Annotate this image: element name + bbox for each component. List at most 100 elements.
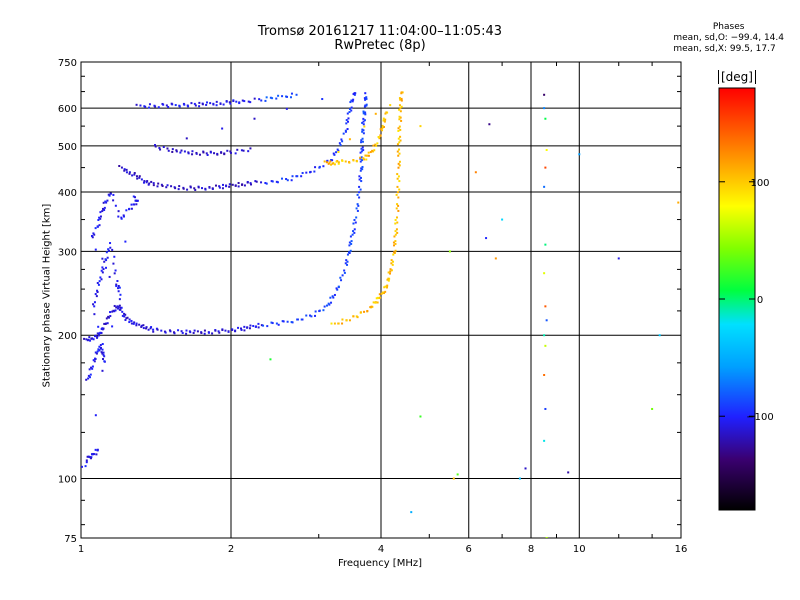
- echo-point: [183, 103, 186, 106]
- echo-point: [88, 368, 91, 371]
- echo-point: [341, 140, 344, 143]
- echo-point: [394, 240, 397, 243]
- y-tick-label: 750: [58, 58, 77, 69]
- echo-point: [358, 185, 361, 188]
- echo-point: [356, 203, 359, 206]
- echo-point: [117, 290, 120, 293]
- echo-point: [111, 310, 114, 313]
- echo-point: [108, 275, 111, 278]
- echo-point: [367, 151, 370, 154]
- echo-point: [352, 159, 355, 162]
- echo-point: [362, 123, 365, 126]
- echo-point: [89, 373, 92, 376]
- echo-point: [361, 165, 364, 168]
- echo-point: [396, 143, 399, 146]
- echo-point: [215, 104, 218, 107]
- echo-point: [360, 141, 363, 144]
- echo-point: [385, 111, 388, 114]
- echo-point: [148, 103, 151, 106]
- echo-point: [92, 232, 95, 235]
- echo-point: [148, 106, 151, 109]
- echo-point: [275, 180, 278, 183]
- echo-point: [148, 182, 151, 185]
- echo-point: [347, 120, 350, 123]
- echo-point: [175, 149, 178, 152]
- echo-point: [390, 269, 393, 272]
- echo-point: [180, 330, 183, 333]
- echo-point: [119, 306, 122, 309]
- echo-point: [398, 97, 401, 100]
- echo-point: [213, 152, 216, 155]
- echo-point: [371, 149, 374, 152]
- echo-point: [399, 110, 402, 113]
- echo-point: [107, 249, 110, 252]
- echo-point: [387, 271, 390, 274]
- echo-point: [335, 151, 338, 154]
- echo-point: [545, 537, 548, 538]
- echo-point: [353, 92, 356, 95]
- echo-point: [191, 150, 194, 153]
- echo-point: [271, 322, 274, 325]
- echo-point: [393, 251, 396, 254]
- echo-point: [305, 314, 308, 317]
- echo-point: [395, 216, 398, 219]
- echo-point: [397, 154, 400, 157]
- echo-point: [382, 119, 385, 122]
- echo-point: [115, 283, 118, 286]
- echo-point: [397, 166, 400, 169]
- echo-point: [362, 112, 365, 115]
- echo-point: [166, 184, 169, 187]
- echo-point: [359, 176, 362, 179]
- echo-point: [335, 160, 338, 163]
- echo-point: [99, 211, 102, 214]
- echo-point: [543, 185, 546, 188]
- echo-point: [237, 326, 240, 329]
- echo-point: [378, 137, 381, 140]
- echo-point: [144, 105, 147, 108]
- echo-point: [97, 334, 100, 337]
- echo-point: [386, 278, 389, 281]
- echo-point: [133, 321, 136, 324]
- echo-point: [346, 260, 349, 263]
- echo-point: [135, 203, 138, 206]
- echo-point: [156, 185, 159, 188]
- echo-point: [114, 269, 117, 272]
- echo-point: [398, 125, 401, 128]
- echo-point: [376, 296, 379, 299]
- echo-point: [410, 511, 413, 514]
- echo-point: [333, 322, 336, 325]
- echo-point: [340, 279, 343, 282]
- echo-point: [106, 256, 109, 259]
- echo-point: [96, 332, 99, 335]
- echo-point: [238, 102, 241, 105]
- echo-point: [379, 134, 382, 137]
- echo-point: [178, 185, 181, 188]
- echo-point: [132, 195, 135, 198]
- echo-point: [220, 151, 223, 154]
- echo-point: [99, 344, 102, 347]
- echo-point: [174, 187, 177, 190]
- phases-title: Phases: [712, 22, 745, 32]
- echo-point: [362, 120, 365, 123]
- echo-point: [387, 279, 390, 282]
- echo-point: [117, 307, 120, 310]
- echo-point: [318, 165, 321, 168]
- echo-point: [145, 181, 148, 184]
- echo-point: [349, 249, 352, 252]
- echo-point: [191, 153, 194, 156]
- echo-point: [295, 93, 298, 96]
- echo-point: [101, 369, 104, 372]
- echo-point: [337, 322, 340, 325]
- echo-point: [111, 325, 114, 328]
- echo-point: [396, 177, 399, 180]
- x-axis-label: Frequency [MHz]: [337, 558, 423, 569]
- echo-point: [355, 207, 358, 210]
- echo-point: [186, 188, 189, 191]
- echo-point: [134, 196, 137, 199]
- echo-point: [135, 175, 138, 178]
- echo-point: [204, 188, 207, 191]
- echo-point: [253, 117, 256, 120]
- echo-point: [325, 304, 328, 307]
- echo-point: [243, 329, 246, 332]
- echo-point: [374, 301, 377, 304]
